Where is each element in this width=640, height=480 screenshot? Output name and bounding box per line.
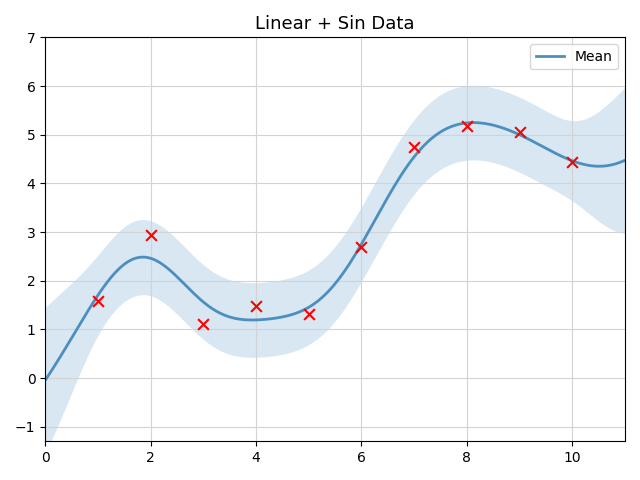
Line: Mean: Mean [45,122,625,380]
Title: Linear + Sin Data: Linear + Sin Data [255,15,415,33]
Point [567,158,577,166]
Point [356,243,367,251]
Mean [396,174,404,180]
Point [461,122,472,130]
Point [145,231,156,239]
Mean [621,157,629,163]
Mean [532,140,540,146]
Mean [569,158,577,164]
Mean [387,190,394,196]
Legend: Mean: Mean [530,44,618,70]
Mean [385,193,392,199]
Point [93,297,103,305]
Mean [470,120,477,125]
Point [198,320,209,327]
Point [515,128,525,136]
Point [251,302,261,310]
Point [303,310,314,318]
Point [409,144,419,151]
Mean [42,377,49,383]
Mean [44,374,51,380]
